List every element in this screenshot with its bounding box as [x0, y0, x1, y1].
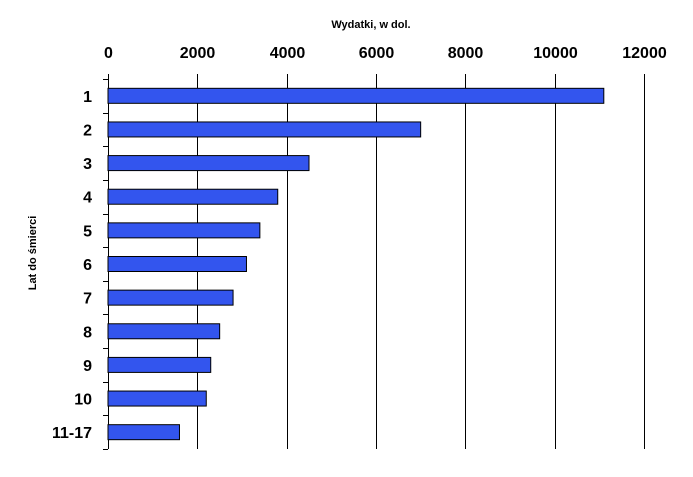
y-tick-label-5: 5 — [83, 223, 92, 240]
y-tick-label-8: 8 — [83, 324, 92, 341]
bar-9 — [107, 356, 212, 373]
x-axis-title: Wydatki, w dol. — [331, 19, 410, 31]
bar-7 — [107, 289, 234, 306]
x-tick-label-0: 0 — [104, 45, 113, 62]
y-tick-label-4: 4 — [83, 190, 92, 207]
bar-4 — [107, 188, 279, 205]
y-tick-labels: 1 2 3 4 5 6 7 8 9 10 11-17 — [52, 89, 92, 442]
bar-1 — [107, 87, 605, 104]
y-tick-label-10: 10 — [74, 392, 92, 409]
grid-lines — [197, 79, 645, 449]
bar-3 — [107, 155, 310, 172]
y-tick-label-9: 9 — [83, 358, 92, 375]
bars — [107, 87, 605, 441]
x-tick-labels: 0 2000 4000 6000 8000 10000 12000 — [104, 45, 667, 62]
x-tick-label-10000: 10000 — [533, 45, 578, 62]
y-axis-title: Lat do śmierci — [27, 216, 39, 291]
bar-10 — [107, 390, 207, 407]
y-tick-label-6: 6 — [83, 257, 92, 274]
x-tick-label-8000: 8000 — [448, 45, 484, 62]
x-tick-label-12000: 12000 — [622, 45, 667, 62]
bar-6 — [107, 256, 247, 272]
x-tick-label-6000: 6000 — [359, 45, 395, 62]
x-tick-label-4000: 4000 — [270, 45, 306, 62]
bar-5 — [107, 222, 261, 239]
bar-11-17 — [107, 424, 180, 441]
x-tick-label-2000: 2000 — [180, 45, 216, 62]
bar-8 — [107, 323, 221, 340]
y-tick-label-1: 1 — [83, 89, 92, 106]
y-tick-label-11-17: 11-17 — [52, 425, 92, 442]
bar-2 — [107, 121, 422, 138]
y-tick-label-7: 7 — [83, 291, 92, 308]
y-tick-label-2: 2 — [83, 122, 92, 139]
y-tick-label-3: 3 — [83, 156, 92, 173]
